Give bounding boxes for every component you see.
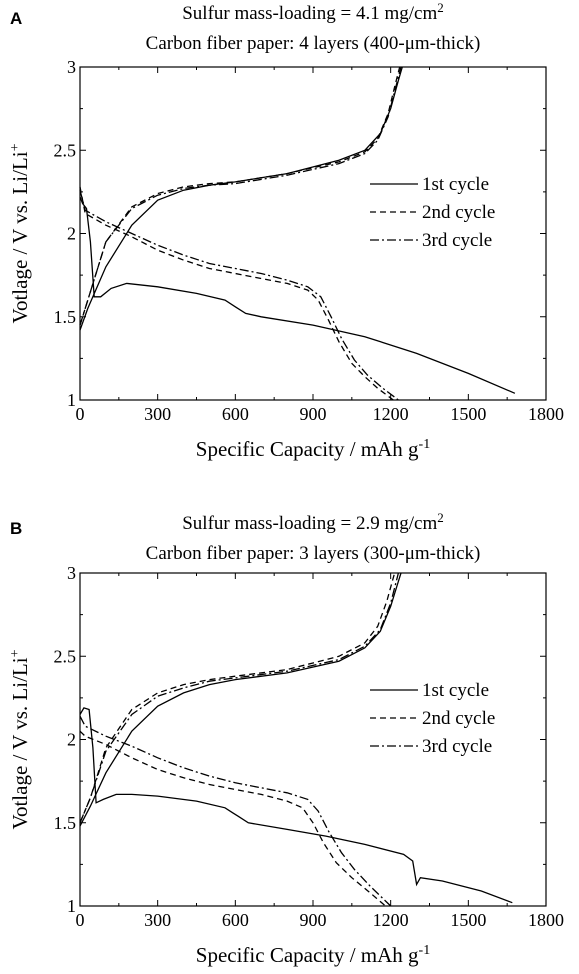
series-line-2-discharge — [79, 730, 386, 907]
y-axis-label: Votlage / V vs. Li/Li+ — [8, 649, 32, 829]
panel-letter: A — [10, 9, 22, 28]
legend-entry-2: 2nd cycle — [422, 202, 495, 223]
x-axis-label: Specific Capacity / mAh g-1 — [196, 437, 430, 461]
x-tick-label: 900 — [300, 404, 327, 424]
x-tick-label: 600 — [222, 910, 249, 930]
y-tick-label: 3 — [67, 57, 76, 77]
y-tick-label: 1.5 — [54, 307, 77, 327]
legend-entry-1: 1st cycle — [422, 680, 489, 701]
chart-panel-b: B Sulfur mass-loading = 2.9 mg/cm2 Carbon … — [8, 510, 564, 967]
series-line-1-charge — [79, 66, 403, 331]
legend-entry-3: 3rd cycle — [422, 230, 492, 251]
series-line-2-charge — [79, 66, 401, 326]
x-tick-label: 1500 — [450, 404, 486, 424]
y-tick-label: 1.5 — [54, 813, 77, 833]
y-tick-label: 2 — [67, 730, 76, 750]
y-tick-label: 1 — [67, 896, 76, 916]
y-tick-label: 2.5 — [54, 140, 77, 160]
x-tick-label: 0 — [76, 910, 85, 930]
x-tick-label: 1200 — [373, 404, 409, 424]
chart-subtitle: Carbon fiber paper: 3 layers (300-μm-thi… — [146, 543, 481, 564]
series-line-1-charge — [79, 572, 402, 827]
y-axis-label: Votlage / V vs. Li/Li+ — [8, 143, 32, 323]
legend-entry-1: 1st cycle — [422, 174, 489, 195]
x-tick-label: 0 — [76, 404, 85, 424]
y-tick-label: 2.5 — [54, 646, 77, 666]
x-tick-label: 300 — [144, 910, 171, 930]
chart-subtitle: Carbon fiber paper: 4 layers (400-μm-thi… — [146, 33, 481, 54]
series-line-3-charge — [79, 572, 400, 824]
chart-title: Sulfur mass-loading = 2.9 mg/cm2 — [182, 510, 444, 534]
series-line-3-charge — [79, 66, 402, 326]
legend-entry-2: 2nd cycle — [422, 708, 495, 729]
x-tick-label: 1200 — [373, 910, 409, 930]
panel-letter: B — [10, 519, 22, 538]
y-tick-label: 3 — [67, 563, 76, 583]
x-tick-label: 300 — [144, 404, 171, 424]
series-line-3-discharge — [79, 715, 392, 907]
chart-panel-a: A Sulfur mass-loading = 4.1 mg/cm2 Carbon … — [8, 0, 564, 461]
x-tick-label: 1500 — [450, 910, 486, 930]
x-tick-label: 600 — [222, 404, 249, 424]
x-tick-label: 900 — [300, 910, 327, 930]
x-axis-label: Specific Capacity / mAh g-1 — [196, 943, 430, 967]
y-tick-label: 1 — [67, 390, 76, 410]
series-line-2-charge — [79, 572, 396, 824]
x-tick-label: 1800 — [528, 404, 564, 424]
x-tick-label: 1800 — [528, 910, 564, 930]
legend-entry-3: 3rd cycle — [422, 736, 492, 757]
y-tick-label: 2 — [67, 224, 76, 244]
series-line-3-discharge — [79, 190, 399, 401]
series-line-2-discharge — [79, 186, 394, 401]
chart-title: Sulfur mass-loading = 4.1 mg/cm2 — [182, 0, 444, 24]
series-line-1-discharge — [79, 196, 516, 394]
